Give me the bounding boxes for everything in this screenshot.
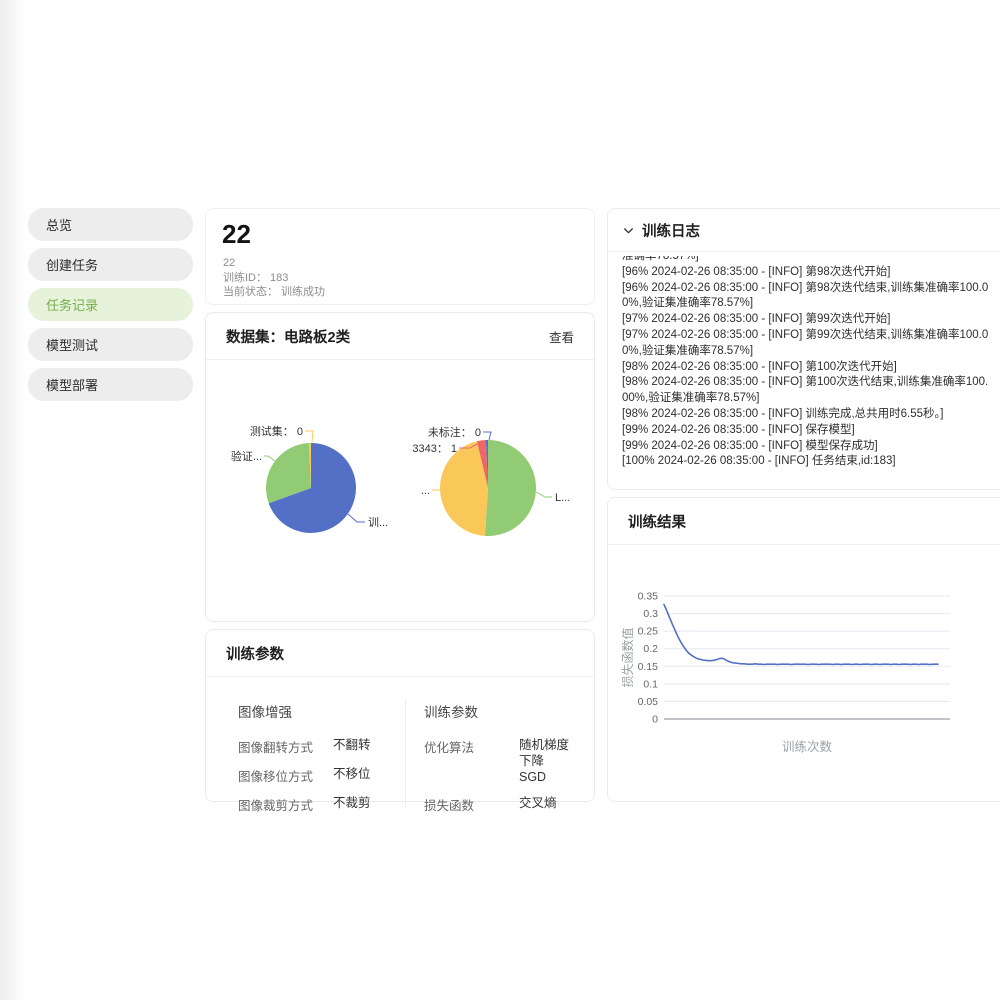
pie-label: ... bbox=[421, 485, 430, 497]
sidebar-item-任务记录[interactable]: 任务记录 bbox=[28, 288, 193, 321]
sidebar-item-模型部署[interactable]: 模型部署 bbox=[28, 368, 193, 401]
sidebar-item-创建任务[interactable]: 创建任务 bbox=[28, 248, 193, 281]
pie-label-line bbox=[483, 431, 492, 441]
pie-label: 3343： 1 bbox=[412, 443, 457, 455]
pie-slice-测试集 bbox=[309, 443, 311, 488]
param-key: 图像翻转方式 bbox=[238, 741, 314, 755]
x-axis-label: 训练次数 bbox=[782, 739, 833, 754]
param-value: 不翻转 bbox=[333, 738, 371, 752]
sidebar: 总览创建任务任务记录模型测试模型部署 bbox=[28, 208, 193, 408]
log-line: [98% 2024-02-26 08:35:00 - [INFO] 训练完成,总… bbox=[622, 407, 944, 420]
pie-slice-L... bbox=[484, 440, 536, 536]
log-line: [97% 2024-02-26 08:35:00 - [INFO] 第99次迭代… bbox=[622, 313, 891, 326]
log-line: [99% 2024-02-26 08:35:00 - [INFO] 保存模型] bbox=[622, 423, 855, 436]
param-value: 随机梯度下降 SGD bbox=[519, 738, 570, 784]
task-name: 22 bbox=[223, 257, 236, 269]
log-line: [96% 2024-02-26 08:35:00 - [INFO] 第98次迭代… bbox=[622, 281, 989, 310]
task-overview-card: 22 22 训练ID： 183 当前状态： 训练成功 bbox=[205, 208, 595, 305]
params-column-divider bbox=[405, 699, 406, 809]
pie-label-line bbox=[347, 513, 365, 523]
param-group-训练参数: 训练参数优化算法 随机梯度下降 SGD 损失函数 交叉熵 bbox=[406, 701, 574, 824]
param-group-图像增强: 图像增强图像翻转方式 不翻转图像移位方式 不移位图像裁剪方式 不裁剪 bbox=[238, 701, 406, 824]
pie-label: L... bbox=[555, 492, 570, 504]
pie-label: 验证... bbox=[231, 449, 262, 463]
pie-slice-训练集 bbox=[268, 443, 356, 533]
training-log-scroll-area[interactable]: 准确率78.57%] [96% 2024-02-26 08:35:00 - [IN… bbox=[608, 256, 1000, 494]
param-key: 优化算法 bbox=[424, 741, 475, 755]
training-log-card: 训练日志 准确率78.57%] [96% 2024-02-26 08:35:00 … bbox=[607, 208, 1000, 490]
dataset-card-title: 数据集：电路板2类 bbox=[226, 330, 351, 346]
pie-label-line bbox=[535, 491, 552, 498]
pie-label: 未标注： 0 bbox=[428, 425, 481, 439]
pie-slice-3343 bbox=[476, 440, 488, 488]
view-dataset-button[interactable]: 查看 bbox=[548, 331, 574, 345]
dataset-pie-charts: 训... 验证... 测试集： 0 L...... 3343： 1 未标注： 0 bbox=[231, 424, 570, 536]
log-line: [96% 2024-02-26 08:35:00 - [INFO] 第98次迭代… bbox=[622, 265, 891, 278]
param-value: 交叉熵 bbox=[519, 796, 557, 810]
dataset-card: 数据集：电路板2类 查看 训... 验证... 测试集： 0 L...... 3343：… bbox=[205, 312, 595, 622]
chevron-down-icon[interactable] bbox=[622, 224, 635, 237]
sidebar-item-模型测试[interactable]: 模型测试 bbox=[28, 328, 193, 361]
task-status: 当前状态： 训练成功 bbox=[223, 286, 326, 298]
y-tick-label: 0.1 bbox=[643, 678, 658, 690]
pie-label-line bbox=[264, 455, 276, 462]
pie-label: 测试集： 0 bbox=[250, 424, 303, 438]
training-params-card: 训练参数 图像增强图像翻转方式 不翻转图像移位方式 不移位图像裁剪方式 不裁剪 训练参数… bbox=[205, 629, 595, 813]
y-tick-label: 0.35 bbox=[638, 591, 659, 603]
log-line: [98% 2024-02-26 08:35:00 - [INFO] 第100次迭… bbox=[622, 376, 989, 405]
param-row: 图像移位方式 不移位 bbox=[238, 766, 406, 785]
page-left-gradient bbox=[0, 0, 26, 1000]
training-result-card: 训练结果 0.35 0.3 0.25 0.2 0.15 0.1 0.05 0 损失函数值训练次数 bbox=[607, 497, 1000, 802]
pie-slice-验证集 bbox=[266, 443, 311, 504]
task-title: 22 bbox=[222, 219, 251, 249]
y-tick-label: 0.25 bbox=[638, 626, 659, 638]
y-tick-label: 0.05 bbox=[638, 696, 659, 708]
pie-label-line bbox=[459, 440, 484, 449]
y-tick-label: 0.15 bbox=[638, 661, 659, 673]
log-line: [98% 2024-02-26 08:35:00 - [INFO] 第100次迭… bbox=[622, 360, 897, 373]
y-axis-label: 损失函数值 bbox=[620, 627, 635, 687]
pie-label: 训... bbox=[368, 516, 388, 529]
y-tick-label: 0 bbox=[652, 714, 658, 726]
param-row: 损失函数 交叉熵 bbox=[424, 795, 574, 814]
pie-slice-未标注 bbox=[485, 440, 488, 488]
y-tick-label: 0.3 bbox=[643, 608, 658, 620]
param-key: 图像移位方式 bbox=[238, 770, 314, 784]
param-group-title: 训练参数 bbox=[424, 705, 478, 720]
param-row: 图像翻转方式 不翻转 bbox=[238, 737, 406, 756]
param-row: 图像裁剪方式 不裁剪 bbox=[238, 795, 406, 814]
log-line: 准确率78.57%] bbox=[622, 256, 699, 262]
param-key: 损失函数 bbox=[424, 799, 475, 813]
loss-curve-line bbox=[663, 603, 939, 666]
param-row: 优化算法 随机梯度下降 SGD bbox=[424, 737, 574, 785]
params-card-title: 训练参数 bbox=[226, 647, 284, 663]
log-line: [99% 2024-02-26 08:35:00 - [INFO] 模型保存成功… bbox=[622, 439, 878, 452]
sidebar-item-总览[interactable]: 总览 bbox=[28, 208, 193, 241]
pie-label-line bbox=[305, 430, 314, 443]
train-id: 训练ID： 183 bbox=[223, 271, 289, 284]
result-card-title: 训练结果 bbox=[628, 515, 686, 531]
param-value: 不移位 bbox=[333, 767, 371, 781]
param-group-title: 图像增强 bbox=[238, 705, 292, 720]
param-value: 不裁剪 bbox=[333, 796, 371, 810]
pie-slice-... bbox=[440, 441, 488, 536]
log-line: [97% 2024-02-26 08:35:00 - [INFO] 第99次迭代… bbox=[622, 328, 989, 357]
log-card-title: 训练日志 bbox=[642, 224, 700, 240]
param-key: 图像裁剪方式 bbox=[238, 799, 314, 813]
y-tick-label: 0.2 bbox=[643, 643, 658, 655]
log-line: [100% 2024-02-26 08:35:00 - [INFO] 任务结束,… bbox=[622, 455, 896, 468]
